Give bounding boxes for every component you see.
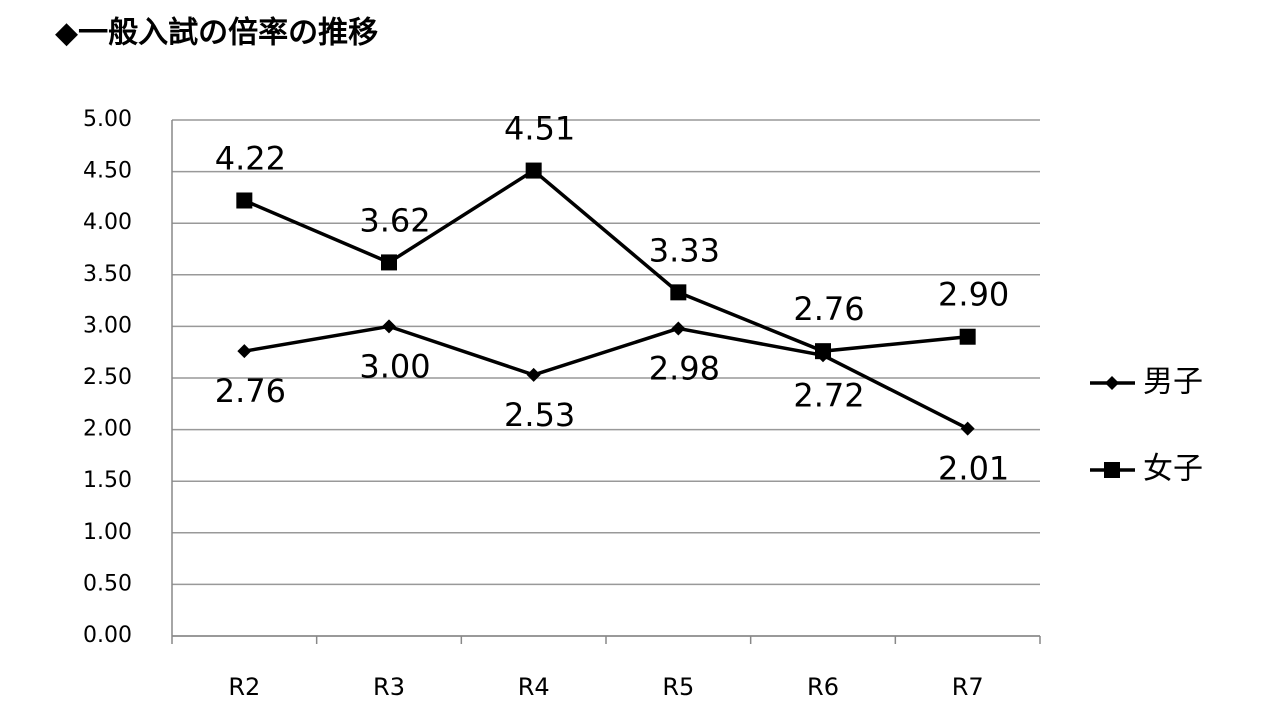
marker — [237, 344, 252, 359]
x-tick-label: R2 — [228, 673, 260, 701]
data-label: 2.53 — [504, 396, 575, 434]
marker — [236, 192, 253, 209]
marker — [671, 321, 686, 336]
y-tick-label: 5.00 — [83, 107, 132, 132]
chart-title: ◆一般入試の倍率の推移 — [55, 16, 378, 51]
legend-label: 女子 — [1143, 452, 1203, 487]
data-label: 3.00 — [359, 347, 430, 385]
marker — [1105, 376, 1119, 390]
x-tick-label: R3 — [373, 673, 405, 701]
line — [243, 168, 968, 353]
x-tick-label: R4 — [518, 673, 550, 701]
marker — [959, 328, 976, 345]
y-tick-label: 1.50 — [83, 468, 132, 493]
legend-label: 男子 — [1143, 365, 1203, 400]
marker — [382, 319, 396, 334]
y-tick-label: 0.50 — [83, 571, 132, 596]
x-tick-label: R6 — [807, 673, 839, 701]
data-label: 2.72 — [793, 376, 864, 414]
data-label: 2.76 — [793, 290, 864, 328]
data-label: 2.76 — [215, 372, 286, 410]
data-label: 2.01 — [938, 450, 1009, 488]
y-tick-label: 4.50 — [83, 159, 132, 184]
marker — [381, 254, 397, 271]
data-label: 4.51 — [504, 110, 575, 148]
y-tick-label: 2.00 — [83, 417, 132, 442]
x-tick-label: R5 — [662, 673, 694, 701]
y-tick-label: 0.00 — [83, 623, 132, 648]
y-tick-label: 4.00 — [83, 210, 132, 235]
data-label: 2.98 — [649, 349, 720, 387]
line — [244, 324, 969, 431]
marker — [525, 162, 542, 179]
marker — [670, 284, 687, 301]
y-tick-label: 1.00 — [83, 520, 132, 545]
marker — [1104, 462, 1120, 478]
data-label: 4.22 — [215, 139, 286, 177]
data-label: 2.90 — [938, 276, 1009, 314]
data-label: 3.62 — [359, 201, 430, 239]
marker — [815, 343, 831, 360]
data-label: 3.33 — [649, 231, 720, 269]
marker — [960, 421, 975, 436]
y-tick-label: 2.50 — [83, 365, 132, 390]
y-tick-label: 3.50 — [83, 262, 132, 287]
y-tick-label: 3.00 — [83, 313, 132, 338]
marker — [526, 367, 541, 382]
x-tick-label: R7 — [952, 673, 984, 701]
